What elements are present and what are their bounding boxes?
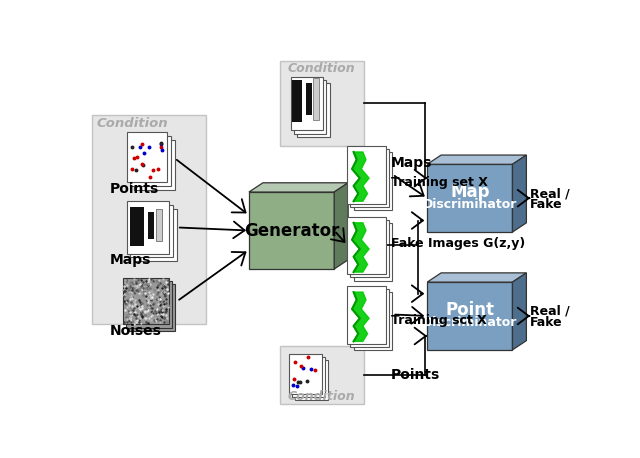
Bar [291, 76, 323, 131]
Text: Points: Points [391, 368, 440, 382]
Bar [348, 146, 386, 203]
Text: Fake: Fake [531, 198, 563, 211]
Bar [292, 357, 325, 397]
Polygon shape [513, 155, 527, 232]
Bar [131, 136, 171, 186]
Bar [125, 281, 172, 327]
Bar [348, 286, 386, 344]
Bar [353, 223, 392, 281]
Text: Generator: Generator [244, 222, 339, 240]
Bar [131, 207, 145, 246]
Bar [353, 152, 392, 210]
Text: Condition: Condition [288, 390, 356, 403]
Bar [289, 354, 322, 394]
Text: Map: Map [450, 183, 490, 201]
Bar [280, 61, 364, 146]
Text: Real /: Real / [531, 305, 570, 318]
Bar [134, 140, 175, 190]
Bar [296, 360, 328, 400]
Bar [351, 220, 389, 278]
Bar [313, 78, 319, 120]
Bar [351, 149, 389, 207]
Text: Maps: Maps [109, 253, 151, 267]
Text: Noises: Noises [109, 324, 161, 338]
Polygon shape [352, 152, 369, 201]
Polygon shape [428, 282, 513, 350]
Text: Training set X: Training set X [391, 175, 488, 189]
Bar [353, 292, 392, 350]
Bar [134, 209, 177, 262]
Text: Fake Images G(z,y): Fake Images G(z,y) [391, 237, 525, 250]
Bar [351, 289, 389, 347]
Bar [129, 284, 175, 331]
Text: Discriminator: Discriminator [422, 198, 517, 211]
Bar [131, 205, 173, 257]
Bar [292, 80, 301, 122]
Bar [92, 115, 206, 324]
Text: Discriminator: Discriminator [422, 316, 517, 329]
Bar [156, 209, 162, 241]
Text: Real /: Real / [531, 187, 570, 200]
Text: Points: Points [109, 182, 159, 196]
Text: Condition: Condition [288, 62, 356, 75]
Polygon shape [352, 292, 369, 341]
Polygon shape [334, 183, 348, 269]
Polygon shape [428, 155, 527, 164]
Polygon shape [428, 164, 513, 232]
Bar [280, 346, 364, 404]
Text: Fake: Fake [531, 316, 563, 329]
Bar [123, 278, 169, 324]
Bar [305, 83, 312, 115]
Polygon shape [513, 273, 527, 350]
Polygon shape [352, 223, 369, 272]
Bar [148, 212, 154, 239]
Bar [294, 80, 326, 133]
Bar [297, 83, 330, 136]
Text: Maps: Maps [391, 156, 432, 170]
Polygon shape [249, 183, 348, 192]
Bar [127, 132, 167, 182]
Text: Training sct X: Training sct X [391, 314, 486, 327]
Text: Condition: Condition [96, 117, 168, 131]
Bar [348, 217, 386, 274]
Text: Point: Point [445, 301, 494, 319]
Polygon shape [428, 273, 527, 282]
Bar [127, 201, 169, 254]
Polygon shape [249, 192, 334, 269]
